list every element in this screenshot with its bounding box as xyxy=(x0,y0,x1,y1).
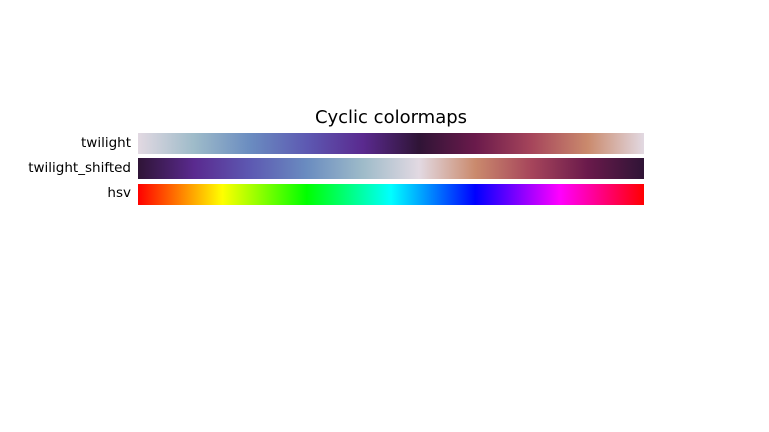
colormap-bar-twilight xyxy=(138,133,644,154)
colormap-bar-hsv xyxy=(138,184,644,205)
colormap-label-twilight-shifted: twilight_shifted xyxy=(28,160,131,176)
colormap-bar-twilight-shifted xyxy=(138,158,644,179)
chart-title: Cyclic colormaps xyxy=(314,107,468,128)
colormap-label-twilight: twilight xyxy=(80,135,131,151)
colormap-label-hsv: hsv xyxy=(107,185,131,201)
